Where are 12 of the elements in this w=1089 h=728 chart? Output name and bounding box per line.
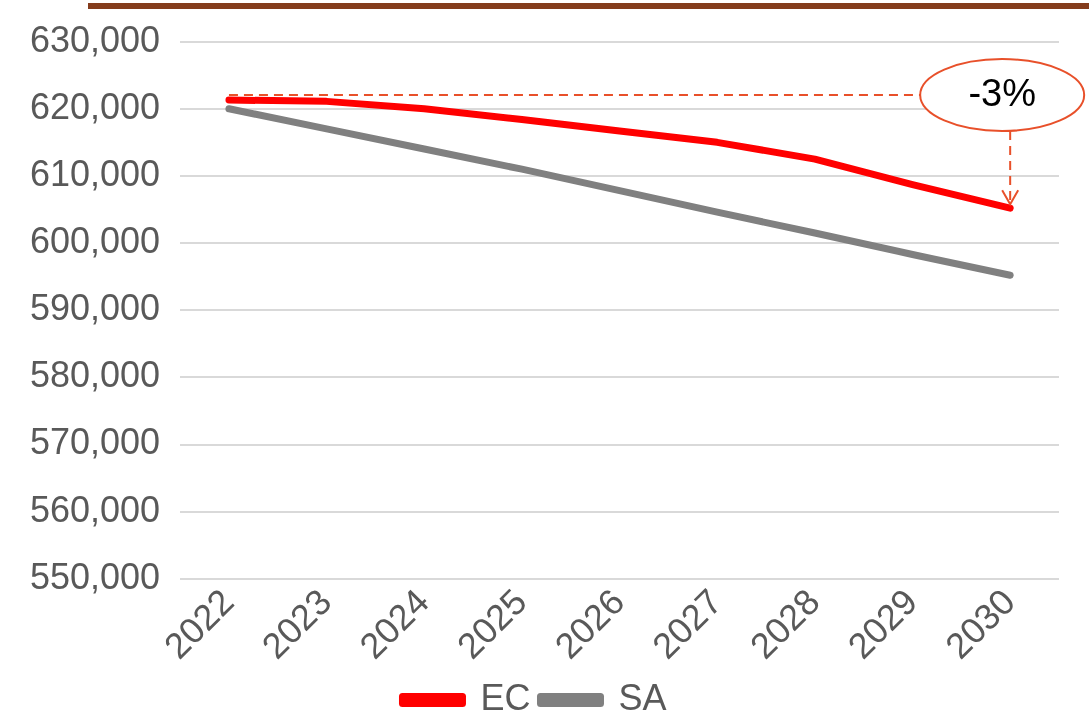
y-tick-label: 630,000: [29, 18, 161, 60]
y-tick-label: 560,000: [29, 488, 161, 530]
legend-label: SA: [618, 676, 667, 718]
y-tick-label: 600,000: [29, 219, 161, 261]
y-tick-label: 570,000: [29, 421, 161, 463]
y-tick-label: 580,000: [29, 354, 161, 396]
y-tick-label: 610,000: [29, 152, 161, 194]
legend-label: EC: [480, 676, 531, 718]
annotation: -3%: [968, 71, 1036, 114]
y-tick-label: 620,000: [29, 85, 161, 127]
y-tick-label: 590,000: [29, 287, 161, 329]
y-tick-label: 550,000: [29, 555, 161, 597]
